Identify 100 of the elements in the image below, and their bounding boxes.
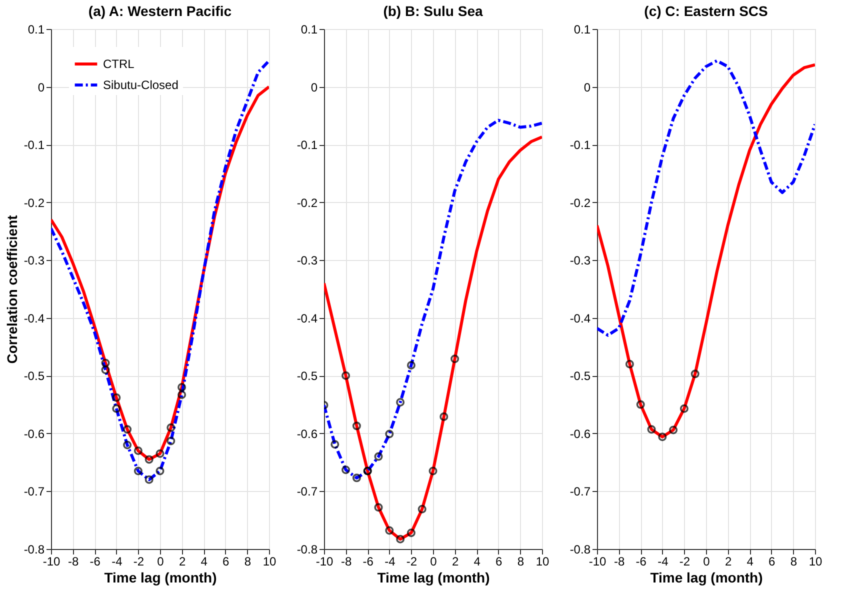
point	[156, 466, 164, 476]
y-tick-label: -0.4	[296, 311, 318, 326]
point	[144, 475, 154, 484]
y-tick-label: -0.7	[24, 484, 45, 499]
point	[374, 503, 383, 512]
x-tick-label: 6	[768, 554, 776, 568]
x-tick-label: 10	[808, 554, 822, 568]
x-tick-label: 2	[178, 554, 186, 568]
x-tick-label: -6	[636, 554, 647, 568]
point	[625, 360, 634, 368]
line-series	[324, 136, 542, 541]
point	[690, 370, 700, 378]
point	[134, 466, 142, 476]
y-tick-label: -0.7	[296, 484, 318, 499]
x-tick-label: -4	[384, 554, 396, 568]
x-tick-label: -10	[316, 554, 334, 568]
point	[406, 528, 416, 538]
y-tick-label: -0.1	[570, 138, 591, 152]
y-tick-label: -0.2	[570, 196, 591, 210]
x-tick-label: -4	[112, 554, 123, 568]
x-tick-label: -10	[588, 554, 606, 568]
y-tick-label: -0.7	[570, 484, 591, 499]
y-tick-label: -0.8	[296, 542, 318, 556]
x-tick-label: 6	[496, 554, 503, 568]
x-tick-label: 2	[724, 554, 732, 568]
point	[396, 534, 405, 544]
point	[385, 526, 394, 535]
y-tick-label: -0.1	[296, 138, 318, 152]
point	[658, 432, 667, 442]
x-tick-label: -10	[42, 554, 60, 568]
y-tick-label: -0.2	[296, 196, 318, 210]
point	[647, 425, 656, 434]
y-tick-label: -0.8	[570, 542, 591, 556]
y-tick-label: 0	[584, 80, 591, 94]
x-tick-label: 8	[517, 554, 524, 568]
x-axis-title: Time lag (month)	[377, 570, 490, 586]
point	[101, 366, 110, 374]
point	[418, 504, 426, 514]
x-tick-label: 0	[157, 554, 164, 568]
chart-title: (a) A: Western Pacific	[88, 3, 232, 19]
y-tick-label: -0.6	[570, 426, 591, 441]
y-tick-label: -0.4	[570, 311, 591, 326]
point	[178, 390, 186, 399]
y-tick-label: 0.1	[28, 22, 45, 36]
y-tick-label: -0.8	[24, 542, 45, 556]
point	[406, 361, 416, 370]
x-tick-label: 2	[452, 554, 459, 568]
point	[342, 371, 350, 380]
y-tick-label: 0.1	[300, 22, 318, 36]
y-tick-label: -0.3	[296, 254, 318, 268]
y-tick-label: 0	[38, 80, 45, 94]
legend-label: Sibutu-Closed	[103, 78, 178, 92]
line-series	[597, 59, 815, 337]
point	[330, 440, 340, 449]
point	[440, 412, 448, 421]
x-tick-label: -4	[658, 554, 669, 568]
x-tick-label: -6	[362, 554, 374, 568]
point	[166, 423, 176, 432]
x-tick-label: 10	[536, 554, 550, 568]
x-tick-label: 6	[222, 554, 230, 568]
x-tick-label: 4	[746, 554, 754, 568]
point	[112, 393, 121, 402]
y-tick-label: -0.3	[570, 254, 591, 268]
line-series	[597, 63, 815, 438]
y-tick-label: -0.3	[24, 254, 45, 268]
y-tick-label: -0.4	[24, 311, 45, 326]
point	[178, 382, 186, 392]
y-tick-label: -0.5	[24, 369, 45, 384]
point	[123, 440, 132, 450]
y-tick-label: -0.5	[296, 369, 318, 384]
point	[680, 404, 688, 413]
legend-label: CTRL	[103, 57, 135, 71]
point	[385, 430, 394, 438]
chart-title: (c) C: Eastern SCS	[644, 3, 768, 19]
y-tick-label: 0	[310, 80, 318, 94]
point	[156, 449, 164, 458]
y-axis-title: Correlation coefficient	[4, 214, 20, 364]
x-axis-title: Time lag (month)	[650, 570, 763, 586]
point	[112, 404, 121, 413]
point	[352, 422, 361, 430]
x-tick-label: -2	[133, 554, 144, 568]
x-tick-label: 0	[703, 554, 710, 568]
x-tick-label: 8	[244, 554, 252, 568]
y-tick-label: 0.1	[574, 22, 591, 36]
x-tick-label: -2	[406, 554, 418, 568]
point	[669, 426, 678, 434]
point	[374, 452, 383, 461]
x-tick-label: 8	[790, 554, 798, 568]
y-tick-label: -0.5	[570, 369, 591, 384]
point	[396, 398, 405, 406]
x-tick-label: 4	[200, 554, 208, 568]
line-series	[324, 118, 542, 480]
point	[144, 455, 154, 464]
point	[123, 425, 132, 434]
x-tick-label: 4	[474, 554, 481, 568]
y-tick-label: -0.6	[296, 426, 318, 441]
chart-title: (b) B: Sulu Sea	[383, 3, 483, 19]
point	[101, 358, 110, 368]
x-tick-label: -2	[679, 554, 690, 568]
x-tick-label: 10	[262, 554, 276, 568]
